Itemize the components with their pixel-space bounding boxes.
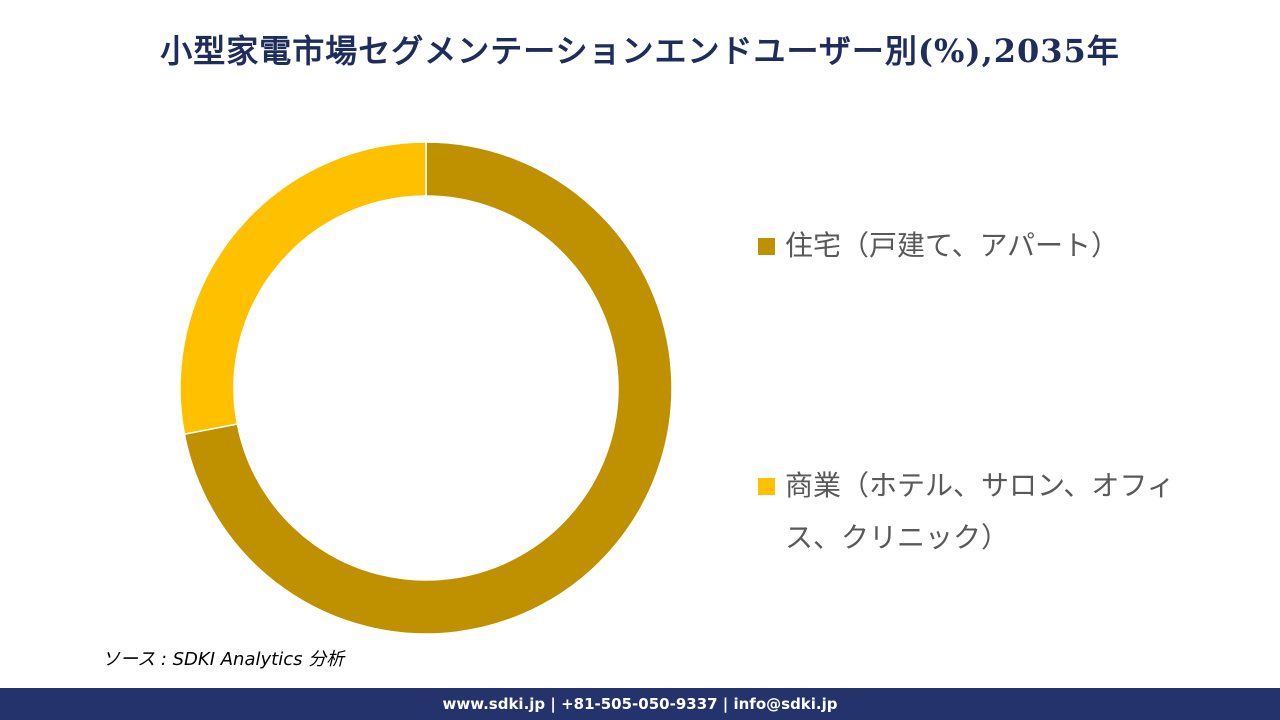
donut-slice-commercial (179, 141, 427, 435)
legend-swatch-residential (758, 238, 775, 255)
source-note: ソース : SDKI Analytics 分析 (102, 649, 345, 670)
legend-swatch-commercial (758, 478, 775, 495)
legend-label-residential: 住宅（戸建て、アパート） (785, 229, 1120, 262)
legend-item-residential: 住宅（戸建て、アパート） (758, 220, 1225, 272)
chart-title: 小型家電市場セグメンテーションエンドユーザー別(%),2035年 (160, 32, 1120, 70)
footer-bar: www.sdki.jp | +81-505-050-9337 | info@sd… (0, 688, 1280, 720)
donut-slice-residential (183, 141, 673, 635)
legend-item-commercial: 商業（ホテル、サロン、オフィス、クリニック） (758, 460, 1225, 564)
legend-label-commercial: 商業（ホテル、サロン、オフィス、クリニック） (785, 469, 1175, 554)
